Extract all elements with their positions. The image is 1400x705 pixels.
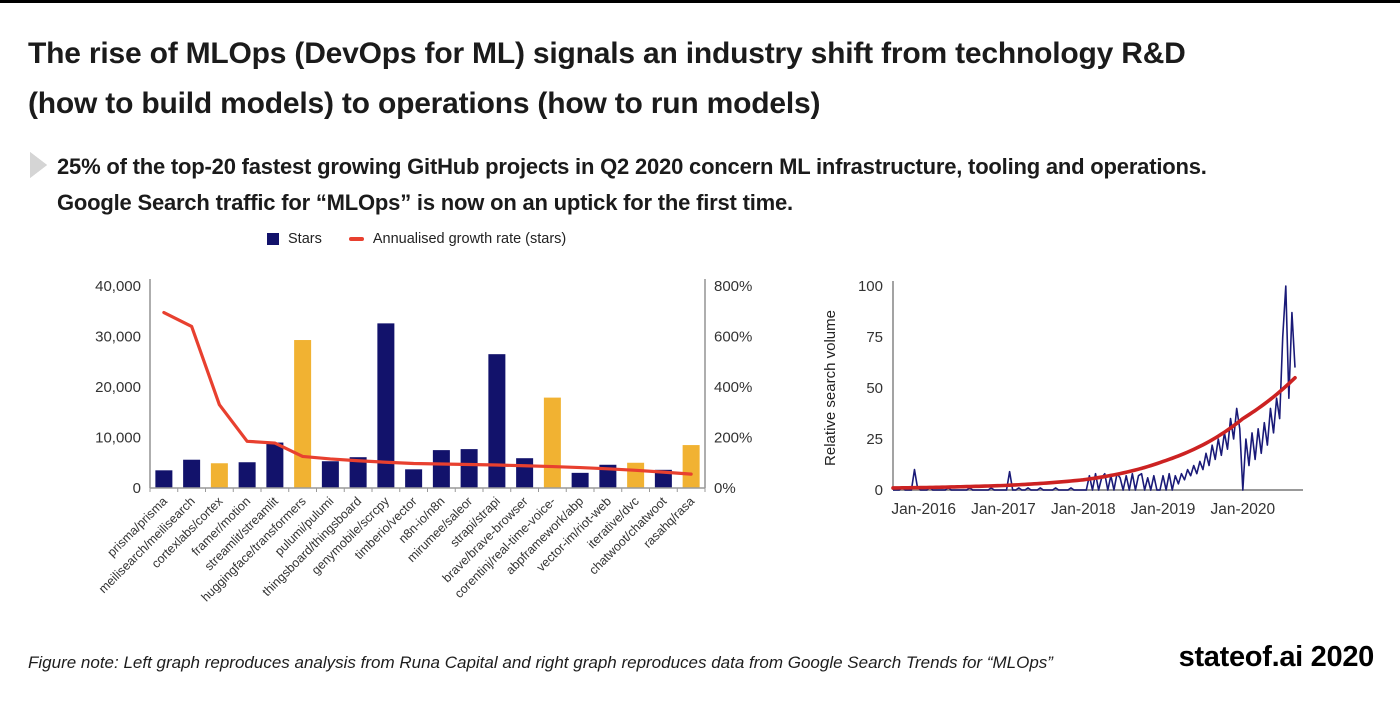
key-point-text: 25% of the top-20 fastest growing GitHub… (57, 149, 1207, 221)
bar-iterative/dvc (627, 462, 645, 488)
y-axis-label: Relative search volume (822, 310, 839, 466)
svg-text:0: 0 (875, 482, 883, 499)
svg-text:0%: 0% (714, 480, 736, 497)
svg-text:75: 75 (866, 329, 883, 346)
x-tick-label: Jan-2019 (1131, 501, 1196, 518)
growth-rate-line (162, 310, 693, 476)
title-line-1: The rise of MLOps (DevOps for ML) signal… (28, 37, 1186, 70)
key-point-line-1: 25% of the top-20 fastest growing GitHub… (57, 154, 1207, 179)
bar-corentinj/real-time-voice- (543, 397, 561, 488)
bar-prisma/prisma (155, 470, 173, 488)
svg-text:100: 100 (858, 278, 883, 295)
mlops-search-trend-chart: Relative search volume 0 25 50 75 100 Jan-2016… (822, 278, 1303, 518)
trend-line (891, 376, 1297, 490)
bar-thingsboard/thingsboard (349, 457, 367, 488)
bar-chatwoot/chatwoot (654, 469, 672, 488)
key-point-line-2: Google Search traffic for “MLOps” is now… (57, 190, 793, 215)
bar-rasahq/rasa (682, 445, 700, 488)
svg-text:600%: 600% (714, 329, 752, 346)
bar-n8n-io/n8n (432, 450, 450, 488)
growth-rate-legend-swatch (348, 237, 364, 241)
bar-strapi/strapi (488, 354, 506, 488)
bar-pulumi/pulumi (321, 461, 339, 488)
stars-legend-swatch (267, 233, 279, 245)
figure-note: Figure note: Left graph reproduces analy… (28, 653, 1053, 672)
chart-legend: Stars Annualised growth rate (stars) (267, 231, 566, 247)
bullet-arrow-icon (30, 152, 47, 178)
bar-abpframework/abp (571, 472, 589, 488)
svg-text:50: 50 (866, 380, 883, 397)
key-point: 25% of the top-20 fastest growing GitHub… (30, 149, 1375, 221)
bar-cortexlabs/cortex (210, 463, 228, 488)
bar-genymobile/scrcpy (377, 323, 395, 488)
search-volume-line (893, 285, 1296, 491)
x-tick-label: Jan-2016 (891, 501, 956, 518)
svg-text:0: 0 (133, 480, 141, 497)
bar-timberio/vector (405, 469, 423, 488)
svg-text:20,000: 20,000 (95, 379, 141, 396)
bar-brave/brave-browser (516, 458, 534, 488)
title-line-2: (how to build models) to operations (how… (28, 87, 821, 120)
bar-streamlit/streamlit (266, 442, 284, 488)
bar-framer/motion (238, 462, 256, 488)
svg-text:40,000: 40,000 (95, 278, 141, 295)
github-stars-growth-chart: 0 10,000 20,000 30,000 40,000 0% 200% 400% 600% 8… (95, 278, 752, 604)
growth-rate-legend-label: Annualised growth rate (stars) (372, 231, 567, 247)
svg-text:10,000: 10,000 (95, 430, 141, 447)
svg-text:30,000: 30,000 (95, 329, 141, 346)
bar-meilisearch/meilisearch (183, 459, 201, 488)
bar-huggingface/transformers (294, 340, 312, 488)
svg-text:800%: 800% (714, 278, 752, 295)
brand-logo: stateof.ai 2020 (1178, 641, 1375, 673)
stars-legend-label: Stars (288, 231, 322, 247)
x-tick-label: Jan-2020 (1211, 501, 1276, 518)
bar-mirumee/saleor (460, 449, 478, 488)
x-tick-label: Jan-2018 (1051, 501, 1116, 518)
svg-text:400%: 400% (714, 379, 752, 396)
page-title: The rise of MLOps (DevOps for ML) signal… (28, 29, 1358, 129)
svg-text:200%: 200% (714, 430, 752, 447)
svg-text:25: 25 (866, 431, 883, 448)
x-tick-label: Jan-2017 (971, 501, 1036, 518)
